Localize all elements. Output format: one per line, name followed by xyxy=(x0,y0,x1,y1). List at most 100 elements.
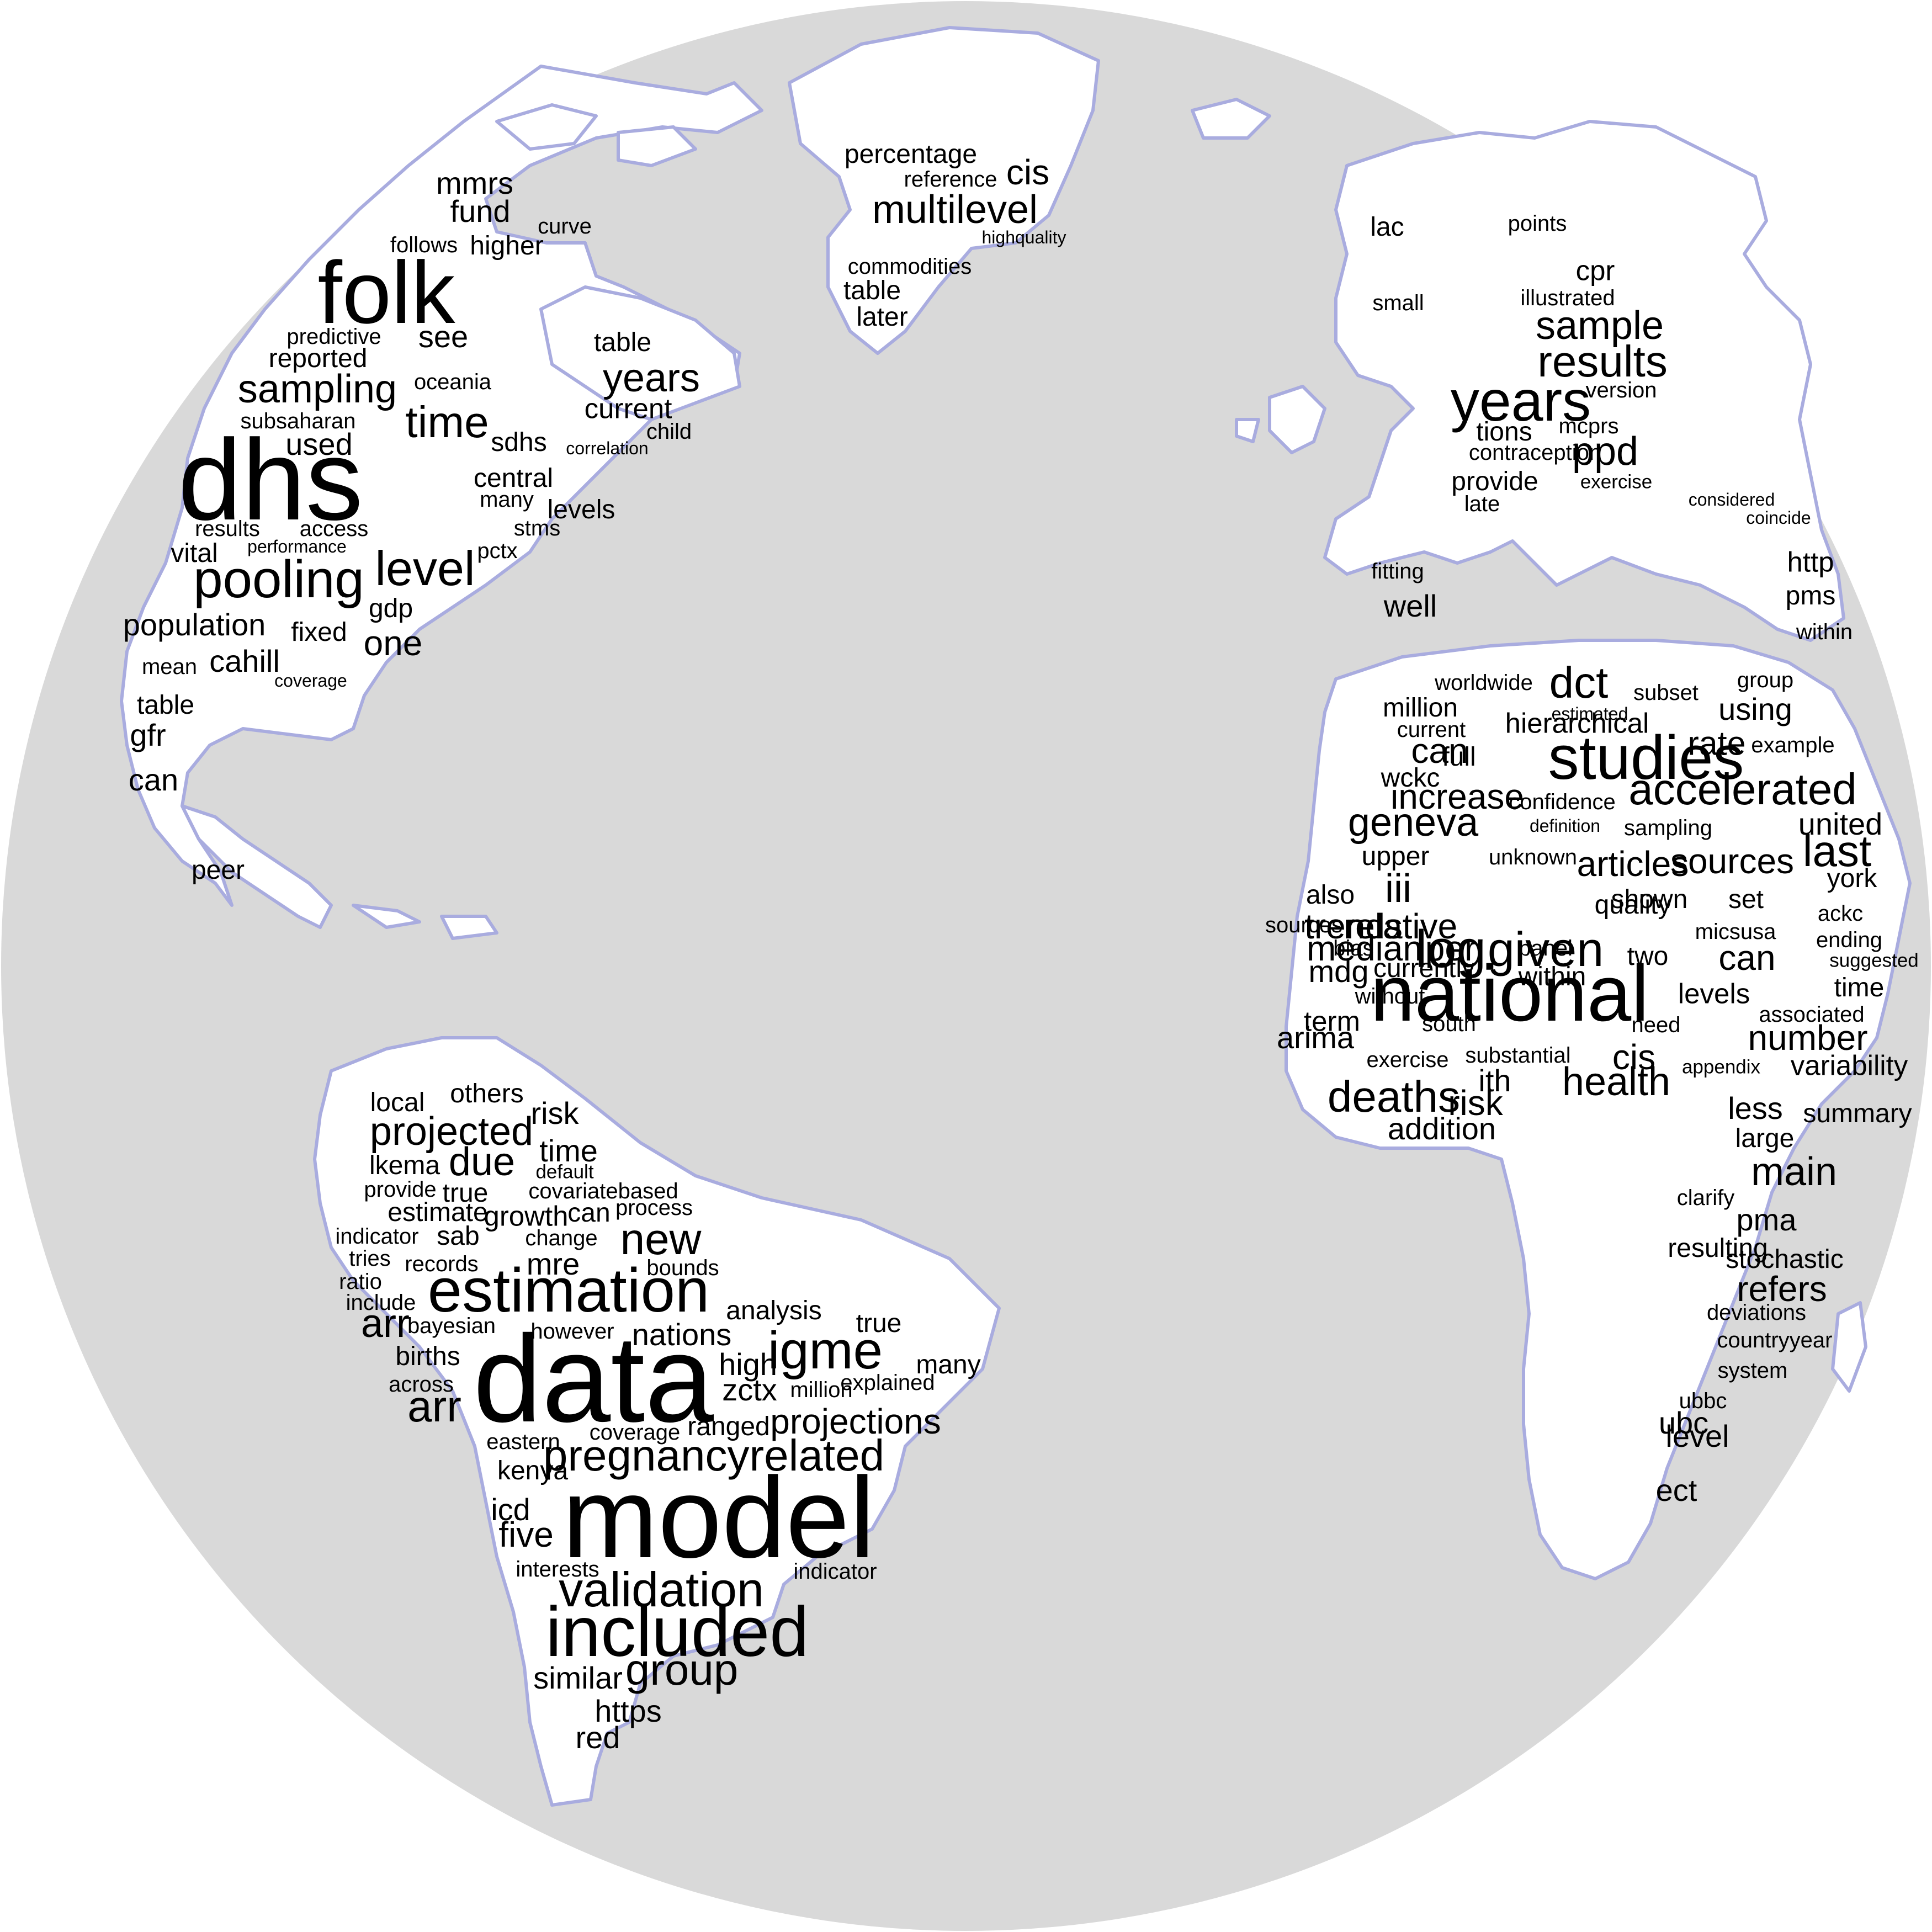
word-south-america-3: projected xyxy=(369,1110,534,1154)
word-north-america-35: fixed xyxy=(291,618,347,647)
word-north-america-4: level xyxy=(375,541,475,596)
land-canadian-islands xyxy=(495,103,697,167)
word-north-america-29: vital xyxy=(171,539,218,568)
word-north-america-3: sampling xyxy=(237,367,397,411)
word-south-america-32: igme xyxy=(767,1321,883,1380)
word-north-america-24: many xyxy=(480,487,534,512)
word-north-america-22: child xyxy=(646,420,692,444)
word-africa-61: exercise xyxy=(1366,1048,1449,1072)
land-caribbean-mexico xyxy=(181,804,498,940)
word-north-america-11: curve xyxy=(538,214,592,238)
word-europe-0: lac xyxy=(1370,213,1404,242)
word-africa-17: confidence xyxy=(1509,790,1616,814)
word-south-america-18: new xyxy=(620,1214,702,1264)
word-south-america-31: true xyxy=(856,1309,902,1338)
word-africa-56: associated xyxy=(1759,1002,1865,1027)
word-greenland-5: commodities xyxy=(847,254,972,279)
word-africa-41: ending xyxy=(1816,928,1883,952)
word-europe-21: well xyxy=(1383,588,1437,623)
word-south-america-42: coverage xyxy=(589,1420,681,1445)
word-africa-55: need xyxy=(1631,1013,1681,1037)
word-africa-86: ect xyxy=(1655,1473,1697,1508)
word-europe-22: within xyxy=(1796,620,1853,644)
word-africa-53: national xyxy=(1370,949,1649,1038)
word-south-america-22: bounds xyxy=(646,1256,719,1280)
word-africa-50: within xyxy=(1518,962,1586,991)
word-south-america-1: others xyxy=(450,1079,524,1108)
word-africa-75: clarify xyxy=(1676,1186,1735,1210)
word-europe-9: tions xyxy=(1476,417,1532,447)
word-north-america-20: sdhs xyxy=(491,428,547,457)
word-africa-54: levels xyxy=(1678,978,1750,1010)
word-europe-10: mcprs xyxy=(1558,414,1619,438)
word-africa-43: log xyxy=(1415,920,1487,979)
word-south-america-13: can xyxy=(567,1198,611,1228)
word-south-america-28: analysis xyxy=(726,1296,822,1325)
word-north-america-0: folk xyxy=(317,243,455,342)
word-africa-26: last xyxy=(1802,826,1872,875)
word-africa-14: wckc xyxy=(1381,763,1440,793)
word-north-america-5: time xyxy=(405,397,489,447)
word-africa-22: upper xyxy=(1361,842,1430,871)
word-south-america-17: change xyxy=(525,1226,598,1250)
word-north-america-41: can xyxy=(128,762,179,797)
word-africa-39: panel xyxy=(1519,936,1573,960)
word-south-america-41: explained xyxy=(840,1371,935,1395)
word-europe-19: fitting xyxy=(1371,559,1424,583)
word-africa-21: united xyxy=(1798,806,1883,841)
word-south-america-44: projections xyxy=(770,1402,941,1441)
word-africa-69: risk xyxy=(1448,1083,1503,1123)
word-south-america-27: bayesian xyxy=(407,1314,496,1338)
word-south-america-47: pregnancyrelated xyxy=(543,1431,885,1480)
word-africa-29: iii xyxy=(1385,867,1411,911)
word-north-america-6: years xyxy=(602,356,700,400)
word-africa-23: unknown xyxy=(1488,845,1578,869)
word-south-america-51: interests xyxy=(516,1557,599,1581)
word-europe-11: ppd xyxy=(1572,429,1639,474)
word-south-america-14: process xyxy=(615,1196,693,1220)
word-africa-57: term xyxy=(1304,1005,1360,1037)
word-africa-38: per xyxy=(1425,928,1477,968)
word-africa-34: shown xyxy=(1611,885,1688,914)
word-north-america-2: pooling xyxy=(193,550,364,609)
word-south-america-52: indicator xyxy=(793,1559,877,1584)
word-north-america-16: table xyxy=(593,328,652,357)
word-africa-59: number xyxy=(1748,1018,1868,1058)
land-north-america xyxy=(120,65,763,907)
word-africa-79: refers xyxy=(1737,1269,1827,1309)
word-africa-19: definition xyxy=(1529,816,1601,836)
word-south-america-21: mre xyxy=(526,1246,580,1281)
word-europe-3: small xyxy=(1372,291,1424,315)
word-europe-5: sample xyxy=(1535,304,1664,348)
word-north-america-12: see xyxy=(418,319,469,354)
word-africa-1: dct xyxy=(1549,658,1609,707)
word-europe-4: illustrated xyxy=(1520,286,1615,310)
word-greenland-3: multilevel xyxy=(872,188,1038,232)
word-north-america-7: fund xyxy=(450,194,511,229)
word-south-america-55: similar xyxy=(533,1660,623,1695)
word-south-america-40: million xyxy=(790,1378,853,1402)
word-north-america-40: gfr xyxy=(130,718,166,752)
land-europe xyxy=(1323,120,1845,642)
word-africa-10: full xyxy=(1442,742,1476,772)
word-north-america-34: population xyxy=(123,607,266,642)
word-south-america-34: data xyxy=(473,1310,714,1448)
word-south-america-7: default xyxy=(535,1161,594,1183)
word-north-america-19: used xyxy=(285,427,353,461)
word-north-america-28: stms xyxy=(513,516,561,540)
word-europe-2: cpr xyxy=(1575,254,1615,286)
word-africa-73: large xyxy=(1735,1124,1795,1153)
word-north-america-27: access xyxy=(299,517,369,541)
word-africa-71: summary xyxy=(1803,1099,1912,1128)
word-africa-72: addition xyxy=(1387,1111,1496,1146)
word-south-america-2: risk xyxy=(530,1096,579,1130)
word-south-america-36: many xyxy=(916,1350,981,1379)
word-africa-76: pma xyxy=(1736,1202,1797,1237)
word-africa-8: hierarchical xyxy=(1505,707,1649,739)
word-south-america-57: https xyxy=(595,1694,662,1728)
word-north-america-13: predictive xyxy=(286,325,381,349)
word-africa-4: million xyxy=(1382,693,1458,723)
word-south-america-29: however xyxy=(530,1319,614,1344)
word-south-america-6: due xyxy=(448,1140,516,1184)
word-greenland-0: percentage xyxy=(844,140,978,169)
